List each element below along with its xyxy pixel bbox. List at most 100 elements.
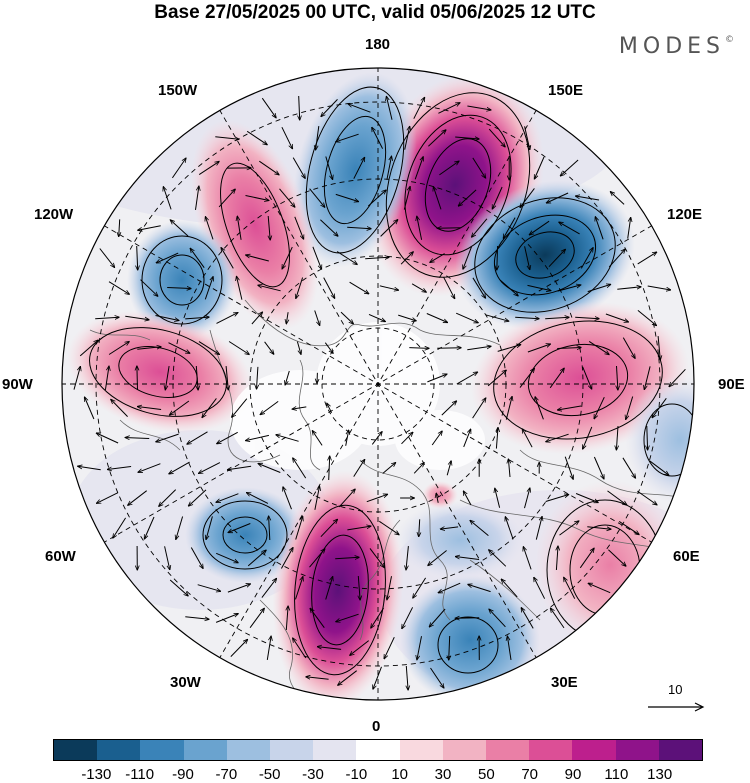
wind-arrow [247, 550, 266, 567]
wind-arrow [198, 341, 219, 355]
wind-arrow [266, 636, 271, 660]
wind-arrow [246, 130, 267, 144]
wind-arrow [167, 288, 191, 289]
wind-arrow [320, 219, 338, 236]
wind-arrow [281, 126, 293, 149]
wind-arrow [221, 248, 234, 269]
lon-label-120w: 120W [34, 206, 74, 223]
wind-arrow [455, 137, 479, 139]
wind-arrow [428, 550, 447, 566]
wind-arrow [365, 257, 389, 259]
wind-arrow [99, 248, 115, 268]
wind-arrow [386, 96, 393, 120]
wind-arrow [309, 549, 325, 568]
wind-arrow [217, 431, 238, 443]
wind-arrow [140, 279, 158, 297]
wind-arrow [205, 217, 214, 240]
wind-arrow [496, 427, 498, 449]
wind-arrow [296, 277, 304, 299]
wind-arrow [185, 616, 209, 620]
wind-arrow [508, 459, 510, 478]
wind-arrow [437, 348, 461, 349]
wind-arrow [587, 284, 611, 293]
wind-arrow [168, 342, 190, 354]
colorbar-tick-label: 70 [521, 766, 538, 783]
wind-arrow [113, 517, 127, 538]
wind-arrow [413, 463, 424, 474]
lon-label-120e: 120E [667, 206, 703, 223]
wind-arrow [437, 228, 462, 229]
wind-arrow [353, 459, 365, 477]
wind-arrow [557, 348, 581, 349]
wind-arrow [295, 577, 303, 600]
wind-arrow [366, 494, 388, 503]
wind-arrow [353, 157, 365, 179]
wind-arrow [257, 366, 258, 389]
wind-arrow [79, 340, 98, 357]
wind-arrow [545, 495, 569, 502]
wind-arrow [73, 366, 80, 390]
wind-arrow [327, 403, 333, 414]
wind-arrow [128, 490, 148, 506]
wind-arrow [246, 434, 270, 440]
wind-arrow [497, 245, 498, 270]
wind-arrow [280, 548, 293, 569]
colorbar-tick-label: -70 [215, 766, 238, 783]
wind-arrow [546, 433, 569, 442]
wind-arrow [198, 161, 219, 176]
wind-arrow [372, 127, 384, 149]
wind-arrow [268, 215, 270, 240]
anomaly-field [62, 68, 694, 700]
wind-arrow [505, 396, 512, 420]
wind-arrow [527, 344, 551, 353]
colorbar-segment [399, 740, 443, 760]
wind-arrow [169, 579, 188, 596]
wind-arrow [286, 606, 288, 631]
colorbar-tick-label: -50 [258, 766, 281, 783]
lon-label-0: 0 [372, 718, 381, 735]
wind-arrow [293, 638, 307, 659]
wind-arrow [647, 285, 671, 290]
colorbar-segment [615, 740, 659, 760]
wind-arrow [463, 491, 472, 506]
wind-arrow [226, 366, 228, 390]
wind-arrow [417, 636, 422, 660]
wind-arrow [137, 366, 138, 391]
lon-label-150e: 150E [548, 82, 584, 99]
lon-label-30e: 30E [551, 674, 578, 691]
colorbar-tick-label: 130 [647, 766, 673, 783]
lon-label-30w: 30W [170, 674, 201, 691]
wind-arrow [404, 126, 410, 150]
wind-arrow [95, 317, 119, 319]
colorbar-segment [313, 740, 357, 760]
wind-arrow [401, 432, 413, 445]
wind-arrow [380, 220, 398, 237]
wind-arrow [402, 607, 414, 628]
wind-arrow [488, 128, 505, 147]
wind-arrow [559, 222, 580, 235]
colorbar [53, 739, 703, 761]
wind-arrow [463, 246, 472, 269]
wind-arrow [559, 521, 579, 536]
wind-arrow [489, 550, 507, 567]
coastlines [89, 299, 691, 700]
wind-arrow [206, 516, 213, 539]
wind-arrow [622, 337, 635, 359]
wind-arrow [564, 577, 576, 599]
wind-arrow [472, 157, 486, 178]
wind-arrow [299, 95, 300, 120]
wind-arrow [575, 493, 598, 503]
wind-arrow [522, 429, 533, 448]
wind-arrow [588, 583, 611, 594]
colorbar-tick-label: 90 [564, 766, 582, 783]
wind-arrow [171, 158, 186, 179]
wind-arrow [261, 578, 277, 598]
wind-arrow [371, 607, 385, 628]
wind-arrow [286, 312, 288, 324]
wind-arrow [605, 313, 629, 322]
wind-arrow [515, 317, 539, 318]
wind-arrow [227, 465, 252, 470]
wind-arrow [438, 103, 460, 114]
lon-label-60w: 60W [45, 548, 76, 565]
